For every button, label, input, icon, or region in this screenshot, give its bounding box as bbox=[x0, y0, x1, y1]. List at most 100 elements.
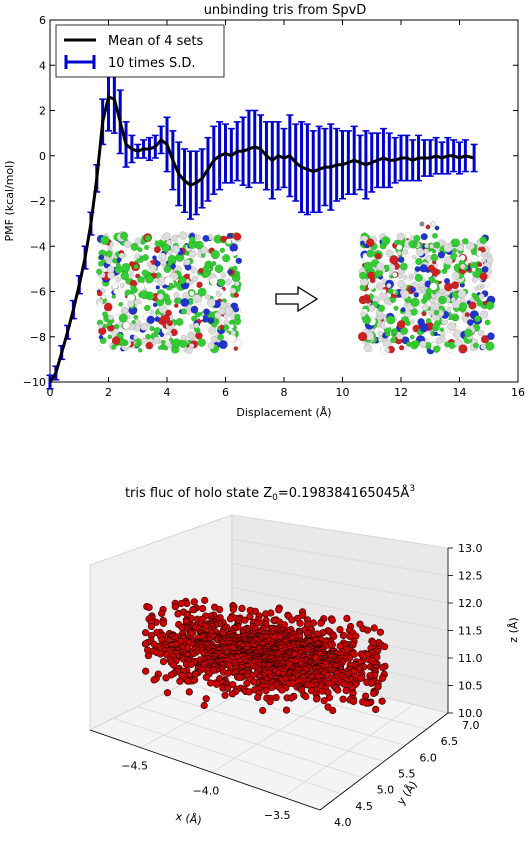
scatter-point bbox=[158, 609, 166, 618]
scatter-point bbox=[241, 616, 249, 624]
scatter-point bbox=[313, 695, 321, 703]
scatter-point bbox=[189, 606, 197, 614]
scatter-point bbox=[309, 619, 318, 627]
scatter-point bbox=[177, 599, 185, 608]
scatter-point bbox=[144, 652, 152, 660]
scatter-point bbox=[150, 676, 158, 684]
scatter-point bbox=[221, 691, 229, 699]
y-tick-label: 6.0 bbox=[419, 751, 437, 764]
scatter-point bbox=[176, 677, 184, 685]
scatter-point bbox=[370, 689, 378, 698]
scatter3d-title: tris fluc of holo state Z0=0.19838416504… bbox=[125, 484, 415, 503]
scatter-point bbox=[266, 698, 274, 706]
scatter-point bbox=[381, 643, 389, 651]
scatter-point bbox=[223, 684, 232, 693]
z-grid-line bbox=[231, 538, 449, 576]
scatter-point bbox=[362, 699, 371, 707]
scatter-point bbox=[336, 642, 344, 650]
scatter-point bbox=[363, 626, 372, 634]
transition-arrow-icon bbox=[275, 285, 319, 313]
scatter-point bbox=[216, 605, 224, 614]
z-tick-label: 13.0 bbox=[458, 542, 483, 555]
scatter-point bbox=[282, 706, 291, 714]
scatter-point bbox=[339, 695, 347, 703]
y-grid-line bbox=[113, 717, 342, 795]
x-tick-label: 14 bbox=[453, 386, 467, 399]
scatter-point bbox=[296, 619, 304, 627]
x-tick-label: −3.5 bbox=[264, 809, 291, 822]
scatter-point bbox=[141, 640, 149, 648]
scatter-point bbox=[378, 674, 387, 682]
y-tick-label: 6.5 bbox=[441, 735, 459, 748]
scatter-point bbox=[229, 681, 237, 689]
scatter-point bbox=[302, 692, 310, 701]
z-tick-label: 11.5 bbox=[458, 625, 483, 638]
ligand-molecule-image bbox=[419, 221, 440, 231]
scatter3d-x-axis-label: x (Å) bbox=[175, 810, 203, 827]
scatter-point bbox=[307, 687, 316, 695]
z-tick-label: 10.0 bbox=[458, 707, 483, 720]
scatter-point bbox=[147, 622, 155, 631]
scatter-point bbox=[262, 610, 270, 618]
legend: Mean of 4 sets 10 times S.D. bbox=[55, 24, 225, 78]
y-tick-label: −10 bbox=[23, 376, 46, 389]
x-tick-label: −4.0 bbox=[193, 784, 220, 797]
x-tick-label: 10 bbox=[336, 386, 350, 399]
pmf-y-axis-label: PMF (kcal/mol) bbox=[3, 161, 16, 242]
y-tick-label: 6 bbox=[39, 14, 46, 27]
scatter-point bbox=[378, 697, 386, 705]
scatter-point bbox=[340, 680, 348, 688]
scatter-point bbox=[207, 679, 215, 687]
pmf-chart-title: unbinding tris from SpvD bbox=[204, 3, 367, 18]
scatter-point bbox=[163, 689, 172, 697]
scatter-point bbox=[184, 677, 192, 685]
scatter-point bbox=[187, 660, 195, 669]
scatter-point bbox=[224, 669, 232, 677]
z-tick-label: 12.5 bbox=[458, 570, 483, 583]
scatter-point bbox=[376, 628, 385, 636]
scatter-point bbox=[251, 607, 259, 615]
scatter3d-y-axis-label: y (Å) bbox=[394, 779, 420, 808]
y-tick-label: −4 bbox=[30, 240, 46, 253]
scatter-point bbox=[228, 690, 236, 698]
y-tick-label: 5.5 bbox=[398, 768, 416, 781]
scatter-point bbox=[339, 631, 348, 640]
x-tick-label: 12 bbox=[394, 386, 408, 399]
scatter-point bbox=[145, 603, 153, 612]
y-tick-label: 7.0 bbox=[462, 719, 480, 732]
scatter-point bbox=[229, 605, 237, 613]
scatter3d-z-axis-label: z (Å) bbox=[507, 617, 520, 642]
x-tick-label: 8 bbox=[281, 386, 288, 399]
y-tick-label: 4.0 bbox=[334, 816, 352, 829]
scatter-point bbox=[159, 619, 167, 627]
scatter-point bbox=[334, 686, 342, 694]
scatter-point bbox=[356, 674, 365, 683]
mean-line bbox=[48, 94, 475, 383]
scatter-point bbox=[342, 686, 350, 695]
scatter-point bbox=[201, 596, 209, 604]
scatter-point bbox=[372, 705, 380, 714]
axes-ticks: −4.5 −4.0 −3.5 4.04.5 5.05.56.0 6.57.010.0 10.… bbox=[89, 542, 483, 829]
y-tick-label: −8 bbox=[30, 331, 46, 344]
z-tick-label: 10.5 bbox=[458, 680, 483, 693]
scatter-point bbox=[159, 657, 168, 666]
scatter-point bbox=[329, 706, 337, 715]
pmf-x-axis-label: Displacement (Å) bbox=[236, 406, 331, 419]
scatter-point bbox=[346, 632, 354, 641]
x-tick-label: 2 bbox=[105, 386, 112, 399]
y-grid-line bbox=[160, 694, 385, 762]
legend-error-label: 10 times S.D. bbox=[108, 56, 195, 71]
scatter-point bbox=[370, 624, 378, 632]
scatter-point bbox=[190, 598, 198, 606]
x-tick-label: −4.5 bbox=[121, 760, 148, 773]
pmf-chart: unbinding tris from SpvD 0 2 4 6 8 10 12 14 16 −1… bbox=[3, 3, 525, 419]
scatter-point bbox=[328, 616, 336, 624]
scatter-point bbox=[199, 604, 207, 613]
x-tick-label: 16 bbox=[511, 386, 525, 399]
x-tick-label: 4 bbox=[164, 386, 171, 399]
y-tick-label: 2 bbox=[39, 105, 46, 118]
scatter-point bbox=[287, 694, 295, 702]
scatter-point bbox=[163, 651, 171, 659]
z-grid-line bbox=[231, 587, 449, 631]
scatter-point bbox=[185, 688, 193, 696]
